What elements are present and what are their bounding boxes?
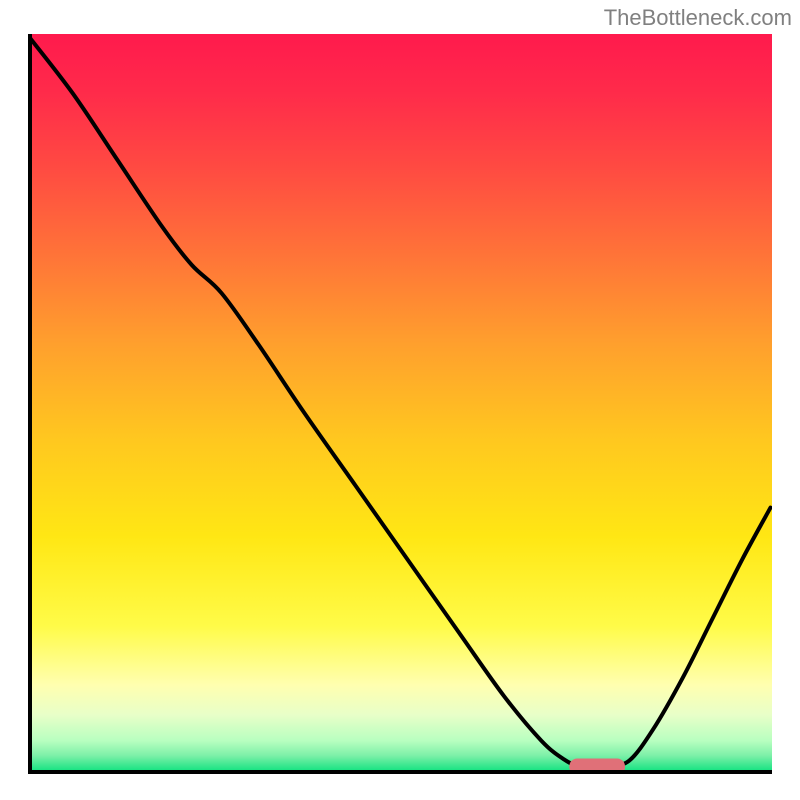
gradient-background: [28, 34, 772, 774]
plot-area: [28, 34, 772, 774]
chart-container: TheBottleneck.com: [0, 0, 800, 800]
watermark-text: TheBottleneck.com: [604, 5, 792, 31]
